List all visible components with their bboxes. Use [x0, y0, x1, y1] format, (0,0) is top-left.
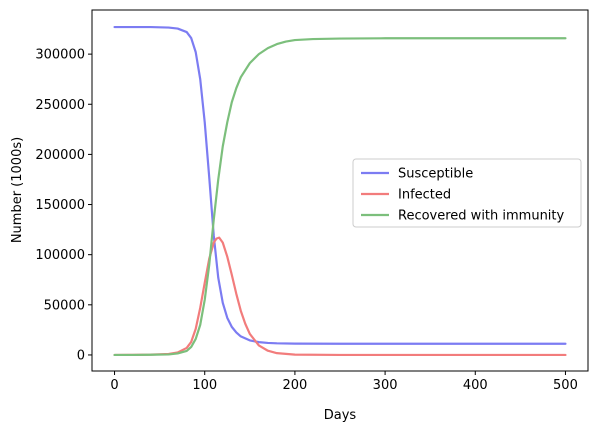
x-tick-label: 200 [282, 378, 307, 393]
axes-frame [91, 9, 589, 372]
x-tick-label: 400 [463, 378, 488, 393]
legend-label: Infected [398, 188, 451, 203]
x-tick-label: 100 [192, 378, 217, 393]
y-tick-label: 50000 [44, 298, 85, 313]
y-tick-label: 300000 [35, 48, 85, 63]
y-tick-label: 0 [77, 348, 85, 363]
legend-label: Susceptible [398, 167, 473, 182]
y-axis-title: Number (1000s) [10, 137, 25, 243]
series-line-susceptible [113, 25, 567, 345]
series-line-recovered-with-immunity [113, 37, 567, 357]
series-line-infected [113, 236, 567, 357]
plot-area [113, 25, 567, 357]
y-tick-label: 100000 [35, 248, 85, 263]
x-axis-ticks: 0 100 200 300 400 500 [110, 371, 578, 393]
x-tick-label: 300 [373, 378, 398, 393]
legend-box [352, 158, 582, 228]
x-tick-label: 0 [110, 378, 118, 393]
y-tick-label: 250000 [35, 98, 85, 113]
y-tick-label: 200000 [35, 148, 85, 163]
legend-label: Recovered with immunity [398, 209, 565, 224]
y-tick-label: 150000 [35, 198, 85, 213]
x-axis-title: Days [324, 408, 357, 423]
x-tick-label: 500 [553, 378, 578, 393]
legend: Susceptible Infected Recovered with immuni… [352, 158, 582, 228]
y-axis-ticks: 0 50000 100000 150000 200000 250000 300000 [35, 48, 92, 363]
